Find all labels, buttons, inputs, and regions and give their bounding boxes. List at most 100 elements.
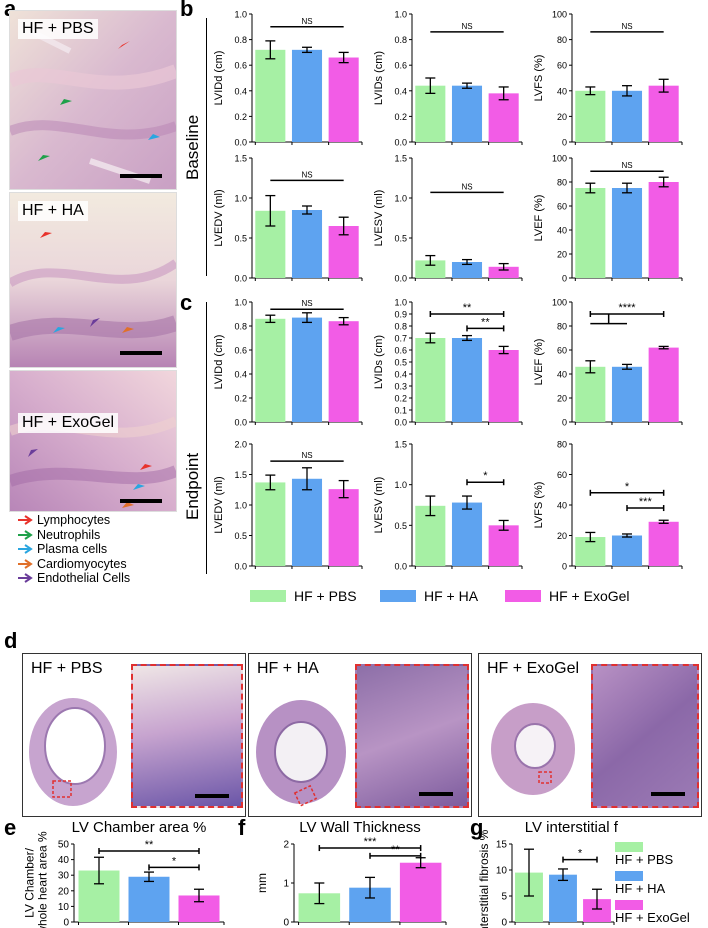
bar xyxy=(648,347,679,422)
histology-texture-pbs xyxy=(10,11,176,189)
y-tick-label: 20 xyxy=(557,394,567,404)
bar xyxy=(488,350,519,422)
bar xyxy=(575,188,606,278)
significance-label: * xyxy=(578,848,583,860)
y-tick-label: 15 xyxy=(496,840,508,851)
y-tick-label: 0 xyxy=(562,138,567,148)
y-tick-label: 1.5 xyxy=(394,440,407,450)
y-tick-label: 0.8 xyxy=(394,35,407,45)
y-tick-label: 0.6 xyxy=(234,61,247,71)
chart-lvids-endpoint: LVIDs (cm) 0.0 0.1 0.2 0.3 0.4 0.5 0.6 0.7 0.8 0.9… xyxy=(373,298,523,428)
y-tick-label: 0.0 xyxy=(394,138,407,148)
scale-bar xyxy=(120,499,162,503)
y-tick-label: 1.0 xyxy=(394,298,407,308)
y-axis-label: LVESV (ml) xyxy=(373,477,385,534)
legend-label: Plasma cells xyxy=(37,542,108,556)
significance-label: NS xyxy=(621,22,632,31)
chart-lvesv-baseline: LVESV (ml) 0.0 0.5 1.0 1.5 NS xyxy=(373,154,523,284)
y-tick-label: 0.0 xyxy=(234,138,247,148)
y-tick-label: 0.2 xyxy=(394,112,407,122)
arrow-green-icon xyxy=(60,99,72,105)
bar xyxy=(648,85,679,142)
bar xyxy=(415,85,446,142)
significance-label: NS xyxy=(461,22,472,31)
row-divider xyxy=(206,18,207,276)
arrow-red-icon xyxy=(118,41,130,49)
y-tick-label: 1.5 xyxy=(234,470,247,480)
y-tick-label: 40 xyxy=(557,370,567,380)
histology-caption: HF + PBS xyxy=(18,19,98,39)
legend-label: HF + HA xyxy=(615,881,666,896)
y-tick-label: 0.4 xyxy=(394,86,407,96)
histology-texture-ha xyxy=(10,193,176,367)
y-tick-label: 1.0 xyxy=(234,501,247,511)
arrow-blue-icon xyxy=(53,327,65,333)
group-legend-ha: HF + HA xyxy=(380,588,478,604)
bar xyxy=(128,876,170,922)
legend-swatch xyxy=(615,842,643,852)
section-caption: HF + PBS xyxy=(31,660,103,677)
y-axis-label: LVEDV (ml) xyxy=(213,476,225,533)
legend-row-endothelial: Endothelial Cells xyxy=(18,571,130,586)
bar xyxy=(488,266,519,278)
y-tick-label: 0.6 xyxy=(394,346,407,356)
legend-label: HF + ExoGel xyxy=(615,910,690,925)
y-tick-label: 0.0 xyxy=(234,418,247,428)
bar xyxy=(255,49,286,143)
heart-section-exogel: HF + ExoGel xyxy=(478,653,702,817)
heart-section-pbs: HF + PBS xyxy=(22,653,246,817)
cell-type-legend: Lymphocytes Neutrophils Plasma cells Car… xyxy=(18,513,130,586)
significance-label: * xyxy=(172,855,177,867)
significance-label: ** xyxy=(145,839,154,851)
legend-row-cardiomyocytes: Cardiomyocytes xyxy=(18,557,130,572)
chart-lvidd-baseline: LVIDd (cm) 0.0 0.2 0.4 0.6 0.8 1.0 NS xyxy=(213,10,363,148)
bar xyxy=(583,899,611,922)
y-tick-label: 1.0 xyxy=(234,298,247,308)
y-tick-label: 0.0 xyxy=(394,274,407,284)
bar xyxy=(328,321,359,422)
zoom-inset xyxy=(355,664,469,808)
bar xyxy=(255,482,286,566)
bar xyxy=(328,57,359,142)
y-tick-label: 0 xyxy=(501,918,507,928)
y-tick-label: 100 xyxy=(552,298,567,308)
bar xyxy=(451,338,483,422)
significance-label: **** xyxy=(618,302,636,314)
scale-bar xyxy=(120,174,162,178)
heart-cross-section xyxy=(491,703,575,795)
y-tick-label: 80 xyxy=(557,440,567,450)
y-tick-label: 0.5 xyxy=(394,521,407,531)
bar xyxy=(291,317,323,422)
arrow-orange-icon xyxy=(122,327,134,333)
y-axis-label: LVEF (%) xyxy=(533,339,545,386)
y-tick-label: 50 xyxy=(58,840,70,851)
y-tick-label: 0.0 xyxy=(394,418,407,428)
y-tick-label: 80 xyxy=(557,322,567,332)
y-tick-label: 60 xyxy=(557,61,567,71)
significance-label: *** xyxy=(639,496,653,508)
legend-swatch xyxy=(505,590,541,602)
bar xyxy=(399,862,442,922)
legend-label: HF + PBS xyxy=(615,852,674,867)
significance-label: NS xyxy=(301,17,312,26)
bar xyxy=(611,90,643,142)
y-axis-label: LVESV (ml) xyxy=(373,190,385,247)
group-legend-pbs: HF + PBS xyxy=(250,588,357,604)
y-tick-label: 1.0 xyxy=(394,194,407,204)
panel-label-d: d xyxy=(4,628,18,653)
legend-row-neutrophils: Neutrophils xyxy=(18,528,130,543)
bar xyxy=(291,478,323,566)
legend-label: Endothelial Cells xyxy=(37,571,131,585)
heart-cross-section xyxy=(256,700,346,807)
significance-label: NS xyxy=(621,161,632,170)
arrow-red-icon xyxy=(140,464,152,470)
section-caption: HF + ExoGel xyxy=(487,660,580,677)
y-axis-label: LVFS (%) xyxy=(533,55,545,102)
arrow-purple-icon xyxy=(28,449,38,457)
arrow-icon xyxy=(18,529,33,540)
chart-title: LV Wall Thickness xyxy=(299,820,420,836)
y-tick-label: 20 xyxy=(58,886,70,897)
chart-lv-chamber-area: LV Chamber area % LV Chamber/whole heart … xyxy=(23,820,225,928)
y-tick-label: 1.0 xyxy=(234,10,247,20)
